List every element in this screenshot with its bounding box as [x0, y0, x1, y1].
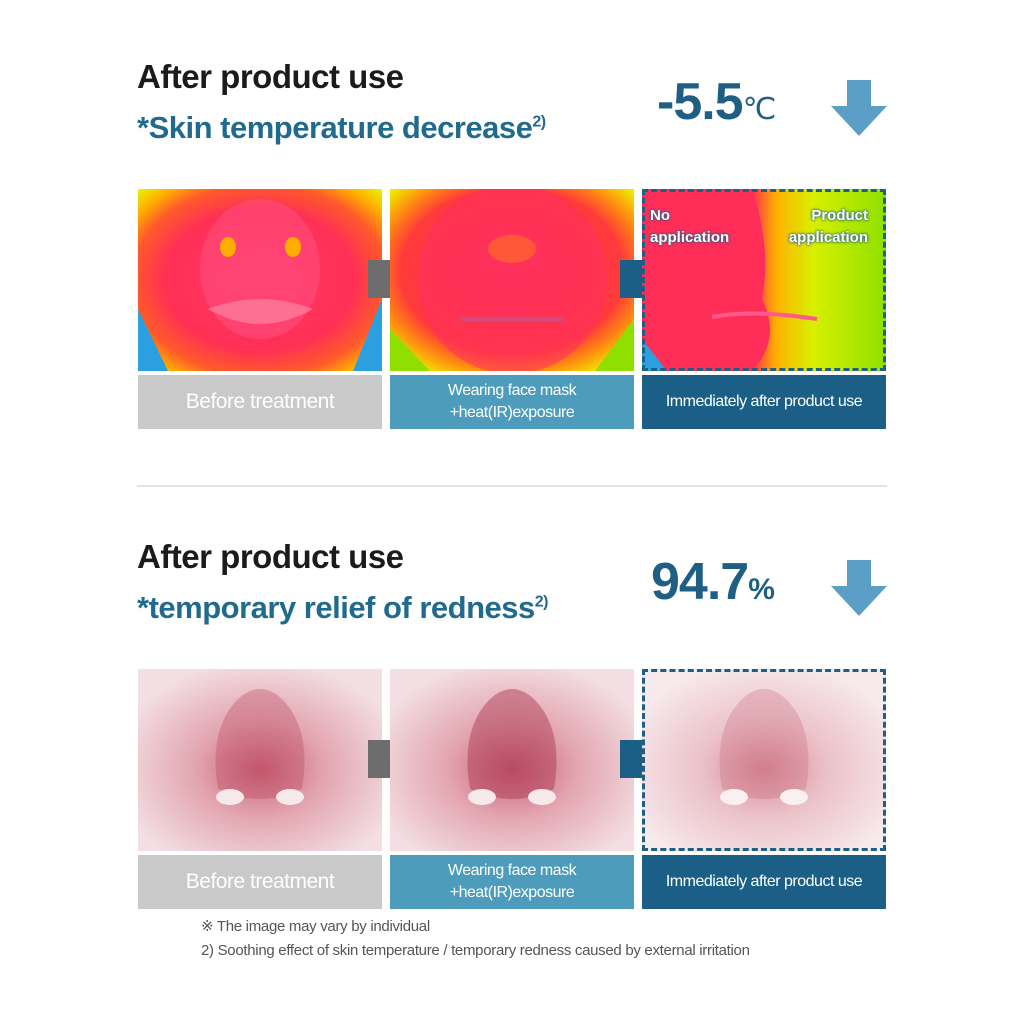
redness-image-after — [642, 669, 886, 851]
redness-image-mask — [390, 669, 634, 851]
thermal-image-mask — [390, 189, 634, 371]
label-after-product-use: Immediately after product use — [642, 375, 886, 429]
label-wearing-face-mask: Wearing face mask +heat(IR)exposure — [390, 855, 634, 909]
overlay-no-application: No application — [650, 207, 730, 246]
note-individual-variation: ※ The image may vary by individual — [201, 918, 430, 935]
section2-title: After product use — [137, 538, 404, 575]
skin-temperature-section: After product use *Skin temperature decr… — [0, 0, 1024, 470]
label-wearing-face-mask: Wearing face mask +heat(IR)exposure — [390, 375, 634, 429]
thermal-image-after — [642, 189, 886, 371]
section2-subtitle: *temporary relief of redness2) — [137, 590, 549, 625]
redness-image-before — [138, 669, 382, 851]
label-before-treatment: Before treatment — [138, 855, 382, 909]
section1-subtitle: *Skin temperature decrease2) — [137, 110, 546, 145]
section1-title: After product use — [137, 58, 404, 95]
redness-section: After product use *temporary relief of r… — [0, 480, 1024, 920]
label-before-treatment: Before treatment — [138, 375, 382, 429]
temperature-stat: -5.5℃ — [657, 73, 776, 131]
footnote-ref: 2) — [532, 113, 546, 131]
section-divider — [137, 485, 887, 487]
note-footnote: 2) Soothing effect of skin temperature /… — [201, 942, 750, 959]
overlay-product-application: Product application — [788, 207, 868, 246]
down-arrow-icon — [831, 80, 887, 136]
label-after-product-use: Immediately after product use — [642, 855, 886, 909]
down-arrow-icon — [831, 560, 887, 616]
footnote-ref: 2) — [534, 593, 549, 611]
redness-stat: 94.7% — [651, 553, 775, 611]
thermal-image-before — [138, 189, 382, 371]
